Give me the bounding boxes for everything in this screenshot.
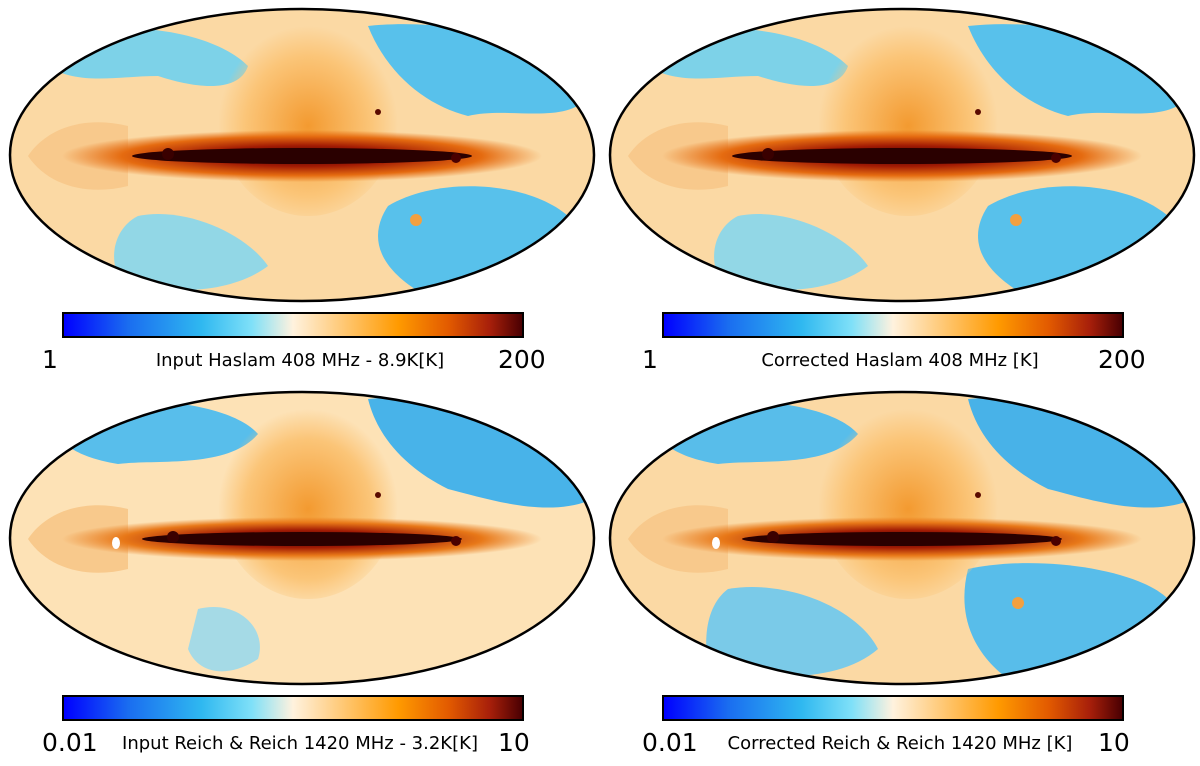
colorbar: [662, 695, 1124, 721]
colorbar: [662, 312, 1124, 338]
colorbar-max-label: 10: [498, 728, 530, 757]
map-title: Input Haslam 408 MHz - 8.9K[K]: [155, 350, 445, 371]
colorbar-min-label: 1: [42, 345, 58, 374]
map-title: Corrected Reich & Reich 1420 MHz [K]: [727, 733, 1073, 754]
colorbar-min-label: 1: [642, 345, 658, 374]
colorbar-min-label: 0.01: [42, 728, 98, 757]
sky-map-mollweide: [8, 390, 596, 686]
sky-map-mollweide: [608, 7, 1196, 303]
colorbar: [62, 695, 524, 721]
sky-map-mollweide: [608, 390, 1196, 686]
panel-corrected-reich: 0.01 Corrected Reich & Reich 1420 MHz [K…: [600, 383, 1200, 766]
colorbar-max-label: 200: [1098, 345, 1146, 374]
map-title: Input Reich & Reich 1420 MHz - 3.2K[K]: [122, 733, 478, 754]
panel-corrected-haslam: 1 Corrected Haslam 408 MHz [K] 200: [600, 0, 1200, 383]
colorbar: [62, 312, 524, 338]
panel-input-haslam: 1 Input Haslam 408 MHz - 8.9K[K] 200: [0, 0, 600, 383]
map-title: Corrected Haslam 408 MHz [K]: [761, 350, 1039, 371]
colorbar-max-label: 10: [1098, 728, 1130, 757]
panel-input-reich: 0.01 Input Reich & Reich 1420 MHz - 3.2K…: [0, 383, 600, 766]
sky-map-mollweide: [8, 7, 596, 303]
colorbar-min-label: 0.01: [642, 728, 698, 757]
colorbar-max-label: 200: [498, 345, 546, 374]
